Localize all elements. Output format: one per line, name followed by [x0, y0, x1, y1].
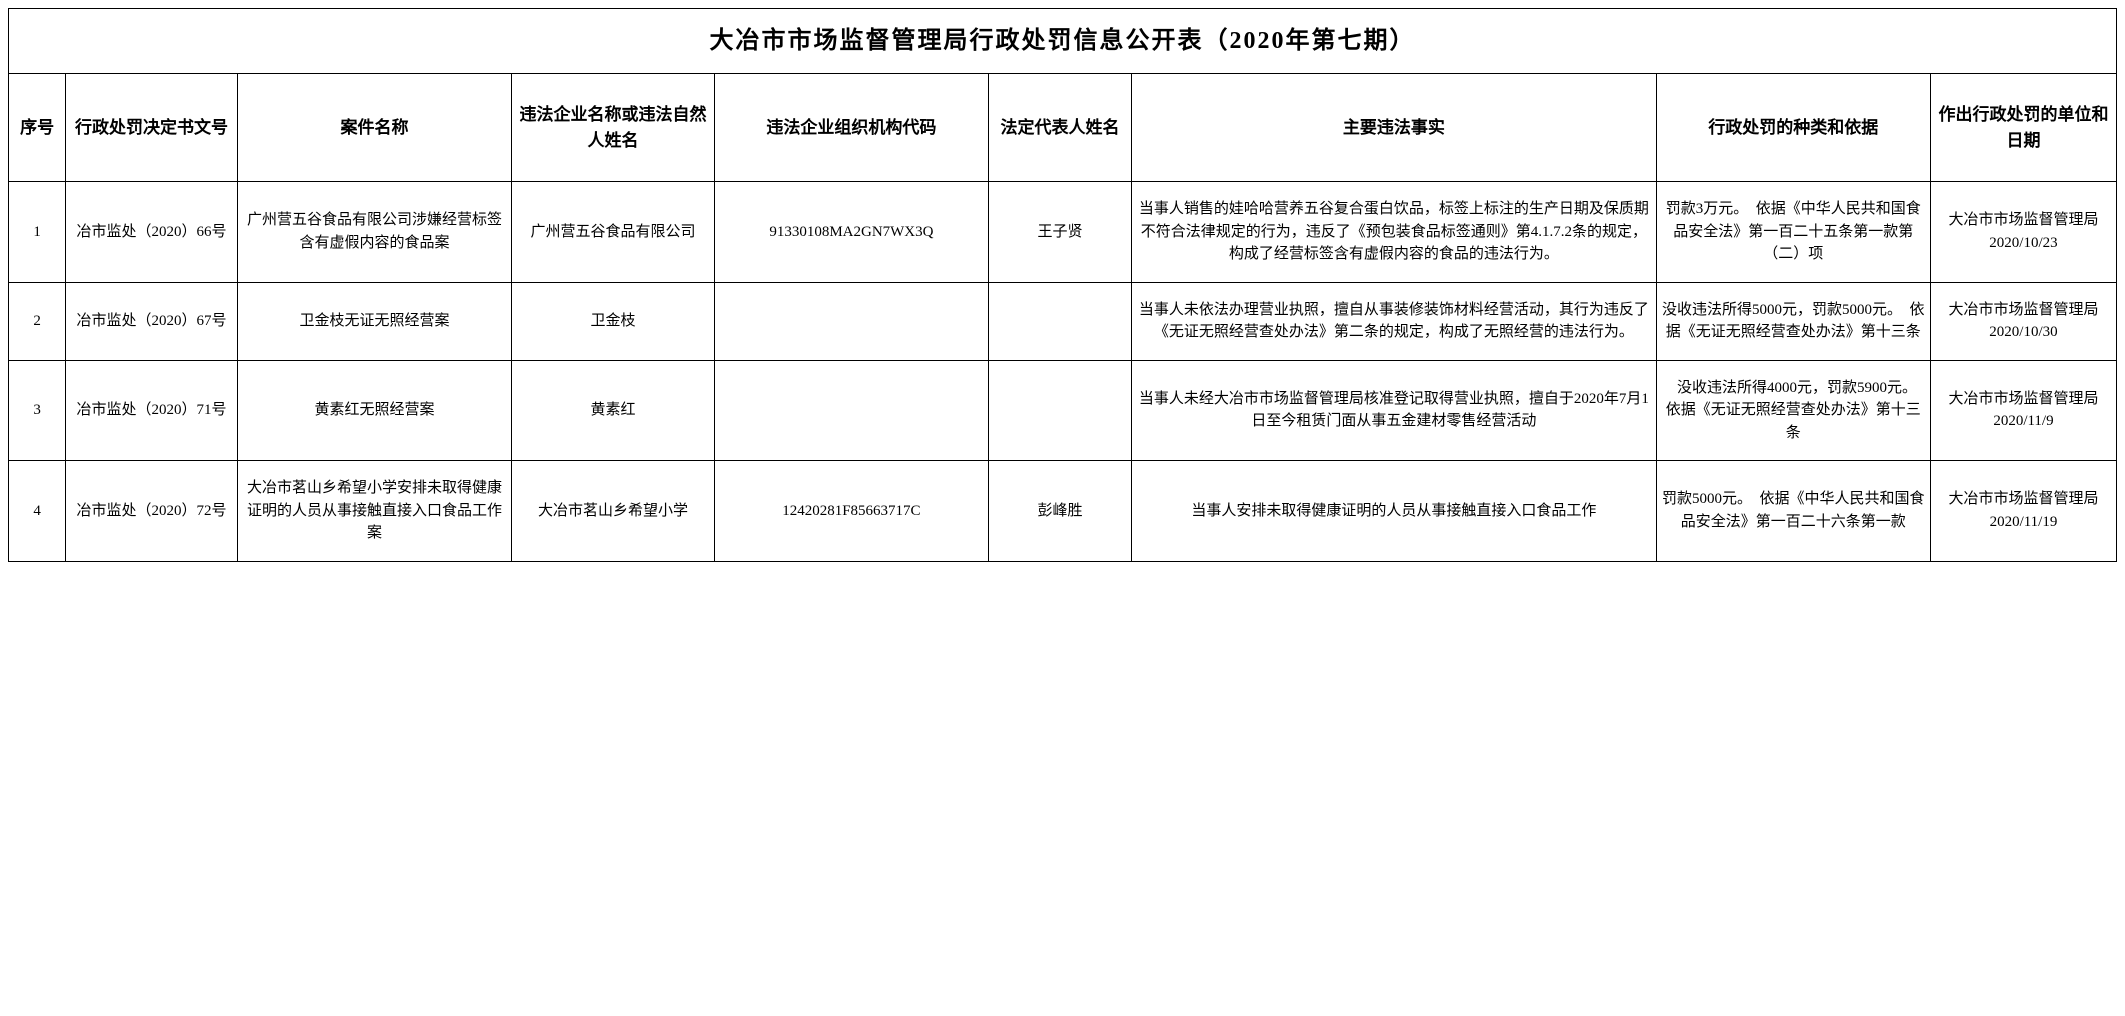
table-row: 3 冶市监处（2020）71号 黄素红无照经营案 黄素红 当事人未经大冶市市场监… [9, 360, 2117, 461]
cell-unit: 大冶市市场监督管理局2020/10/30 [1930, 282, 2116, 360]
header-row: 序号 行政处罚决定书文号 案件名称 违法企业名称或违法自然人姓名 违法企业组织机… [9, 74, 2117, 182]
cell-fact: 当事人销售的娃哈哈营养五谷复合蛋白饮品，标签上标注的生产日期及保质期不符合法律规… [1132, 182, 1657, 283]
table-row: 1 冶市监处（2020）66号 广州营五谷食品有限公司涉嫌经营标签含有虚假内容的… [9, 182, 2117, 283]
cell-seq: 1 [9, 182, 66, 283]
cell-doc-no: 冶市监处（2020）71号 [66, 360, 238, 461]
table-row: 2 冶市监处（2020）67号 卫金枝无证无照经营案 卫金枝 当事人未依法办理营… [9, 282, 2117, 360]
cell-org-code: 12420281F85663717C [714, 461, 988, 562]
title-row: 大冶市市场监督管理局行政处罚信息公开表（2020年第七期） [9, 9, 2117, 74]
cell-entity: 黄素红 [512, 360, 715, 461]
cell-doc-no: 冶市监处（2020）72号 [66, 461, 238, 562]
col-seq: 序号 [9, 74, 66, 182]
cell-seq: 2 [9, 282, 66, 360]
cell-penalty: 罚款5000元。 依据《中华人民共和国食品安全法》第一百二十六条第一款 [1656, 461, 1930, 562]
cell-rep [989, 360, 1132, 461]
col-org-code: 违法企业组织机构代码 [714, 74, 988, 182]
cell-fact: 当事人未依法办理营业执照，擅自从事装修装饰材料经营活动，其行为违反了《无证无照经… [1132, 282, 1657, 360]
cell-rep: 彭峰胜 [989, 461, 1132, 562]
col-entity: 违法企业名称或违法自然人姓名 [512, 74, 715, 182]
cell-case: 卫金枝无证无照经营案 [237, 282, 511, 360]
col-doc-no: 行政处罚决定书文号 [66, 74, 238, 182]
cell-penalty: 没收违法所得4000元，罚款5900元。 依据《无证无照经营查处办法》第十三条 [1656, 360, 1930, 461]
cell-seq: 3 [9, 360, 66, 461]
col-penalty: 行政处罚的种类和依据 [1656, 74, 1930, 182]
cell-rep: 王子贤 [989, 182, 1132, 283]
col-case: 案件名称 [237, 74, 511, 182]
table-row: 4 冶市监处（2020）72号 大冶市茗山乡希望小学安排未取得健康证明的人员从事… [9, 461, 2117, 562]
penalty-table: 大冶市市场监督管理局行政处罚信息公开表（2020年第七期） 序号 行政处罚决定书… [8, 8, 2117, 562]
cell-rep [989, 282, 1132, 360]
cell-doc-no: 冶市监处（2020）67号 [66, 282, 238, 360]
cell-unit: 大冶市市场监督管理局2020/11/19 [1930, 461, 2116, 562]
cell-doc-no: 冶市监处（2020）66号 [66, 182, 238, 283]
cell-case: 广州营五谷食品有限公司涉嫌经营标签含有虚假内容的食品案 [237, 182, 511, 283]
cell-org-code [714, 282, 988, 360]
cell-case: 大冶市茗山乡希望小学安排未取得健康证明的人员从事接触直接入口食品工作案 [237, 461, 511, 562]
cell-entity: 广州营五谷食品有限公司 [512, 182, 715, 283]
cell-org-code [714, 360, 988, 461]
cell-entity: 大冶市茗山乡希望小学 [512, 461, 715, 562]
cell-penalty: 没收违法所得5000元，罚款5000元。 依据《无证无照经营查处办法》第十三条 [1656, 282, 1930, 360]
table-body: 1 冶市监处（2020）66号 广州营五谷食品有限公司涉嫌经营标签含有虚假内容的… [9, 182, 2117, 562]
cell-org-code: 91330108MA2GN7WX3Q [714, 182, 988, 283]
cell-fact: 当事人安排未取得健康证明的人员从事接触直接入口食品工作 [1132, 461, 1657, 562]
col-rep: 法定代表人姓名 [989, 74, 1132, 182]
cell-entity: 卫金枝 [512, 282, 715, 360]
cell-unit: 大冶市市场监督管理局2020/11/9 [1930, 360, 2116, 461]
cell-fact: 当事人未经大冶市市场监督管理局核准登记取得营业执照，擅自于2020年7月1日至今… [1132, 360, 1657, 461]
cell-unit: 大冶市市场监督管理局2020/10/23 [1930, 182, 2116, 283]
col-fact: 主要违法事实 [1132, 74, 1657, 182]
cell-case: 黄素红无照经营案 [237, 360, 511, 461]
page-title: 大冶市市场监督管理局行政处罚信息公开表（2020年第七期） [9, 9, 2117, 74]
col-unit: 作出行政处罚的单位和日期 [1930, 74, 2116, 182]
cell-seq: 4 [9, 461, 66, 562]
cell-penalty: 罚款3万元。 依据《中华人民共和国食品安全法》第一百二十五条第一款第（二）项 [1656, 182, 1930, 283]
